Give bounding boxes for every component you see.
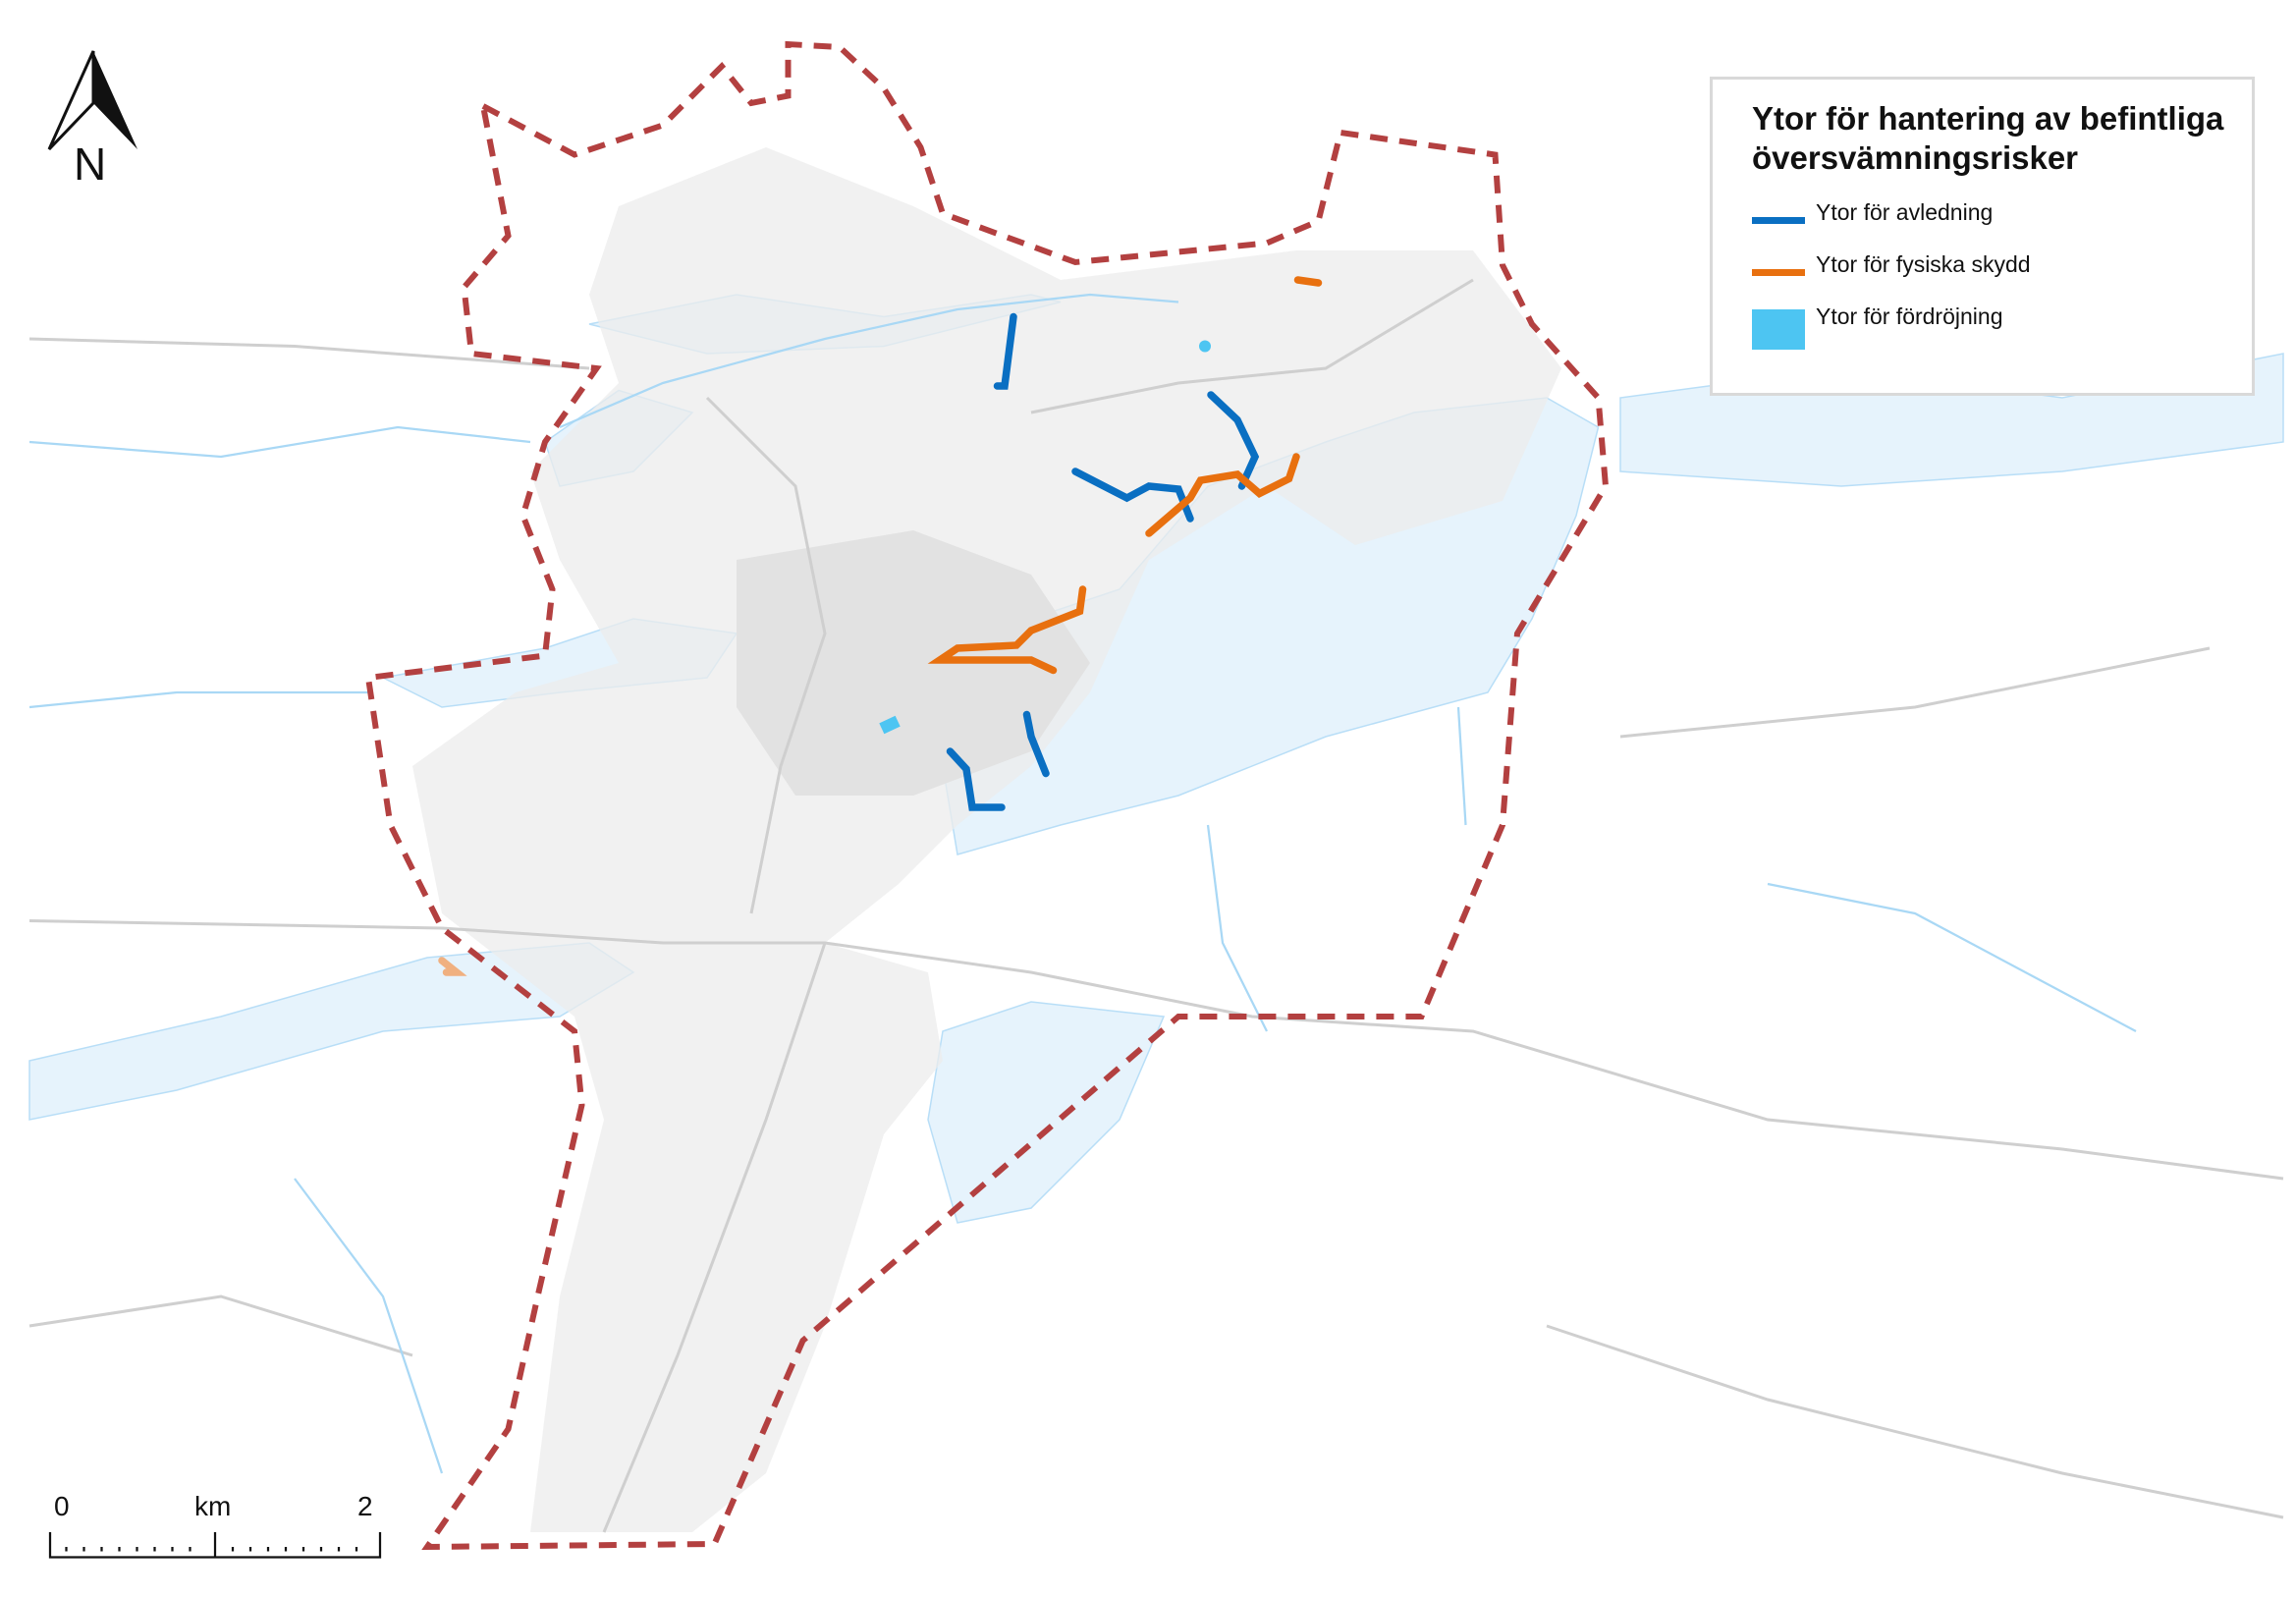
fysiska-skydd-lines — [438, 276, 1323, 976]
planning-boundary — [364, 40, 1610, 1551]
fordrojning-area — [879, 715, 901, 735]
avledning-lines — [946, 312, 1260, 811]
scale-end: 2 — [357, 1491, 373, 1521]
south-bay — [927, 1001, 1166, 1224]
avledning-line — [1207, 391, 1260, 490]
line-symbol-icon — [1752, 217, 1805, 224]
skydd-line — [927, 585, 1087, 675]
skydd-line — [1293, 276, 1323, 287]
legend-label: Ytor för avledning — [1816, 199, 1994, 225]
legend-title: Ytor för hantering av befintliga översvä… — [1752, 100, 2224, 176]
skydd-line — [438, 957, 467, 976]
legend-label: Ytor för fördröjning — [1816, 303, 2003, 329]
scale-bar — [48, 1532, 382, 1559]
legend: Ytor för hantering av befintliga översvä… — [1710, 77, 2255, 396]
avledning-line — [1022, 710, 1050, 778]
north-label: N — [74, 138, 107, 190]
north-arrow-icon — [47, 50, 137, 151]
legend-label: Ytor för fysiska skydd — [1816, 251, 2031, 277]
fordrojning-areas — [879, 340, 1211, 735]
fill-symbol-icon — [1752, 309, 1805, 350]
skydd-line — [1145, 453, 1300, 537]
scale-unit: km — [194, 1491, 232, 1521]
avledning-line — [946, 747, 1006, 811]
line-symbol-icon — [1752, 269, 1805, 276]
urban-area — [412, 147, 1561, 1532]
north-arrow — [44, 49, 142, 162]
scale-start: 0 — [54, 1491, 70, 1521]
fordrojning-area — [1199, 340, 1211, 353]
roads — [28, 278, 2284, 1533]
streams — [28, 293, 2137, 1474]
avledning-line — [993, 312, 1017, 390]
avledning-line — [1071, 468, 1194, 523]
